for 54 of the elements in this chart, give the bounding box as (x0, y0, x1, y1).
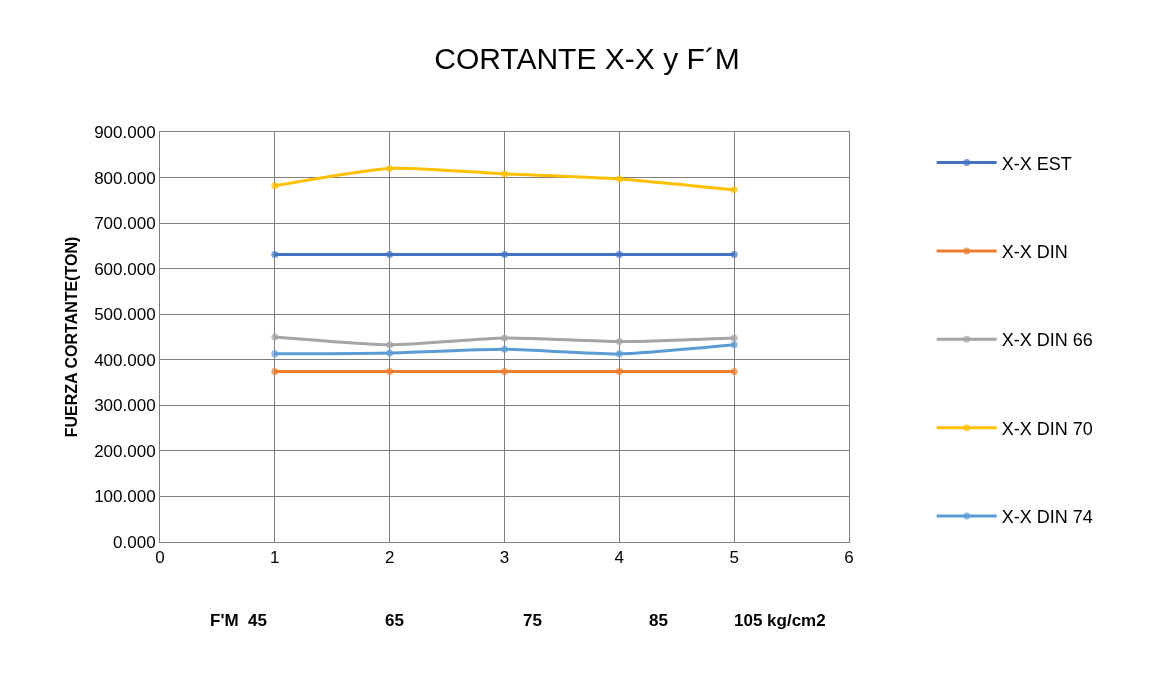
x-tick-label: 0 (155, 548, 165, 568)
point (501, 345, 508, 353)
y-tick-label: 900.000 (94, 122, 156, 142)
point (386, 251, 394, 259)
point (386, 349, 394, 357)
point (501, 334, 508, 342)
x-tick-label: 1 (270, 548, 280, 568)
y-tick-label: 400.000 (94, 350, 156, 370)
y-tick-label: 0.000 (113, 532, 156, 552)
legend-label: X-X EST (1001, 153, 1072, 174)
point (271, 350, 279, 358)
text: 85 (649, 611, 668, 630)
point (271, 182, 279, 190)
point (501, 251, 508, 259)
y-tick-label: 300.000 (94, 396, 156, 416)
x-tick-label: 2 (384, 548, 395, 568)
point (730, 341, 738, 349)
point (615, 175, 623, 183)
chart-title: CORTANTE X-X y F´M (434, 42, 740, 76)
point (615, 368, 623, 376)
point (730, 186, 738, 194)
y-tick-label: 500.000 (94, 305, 156, 325)
point (501, 170, 508, 178)
y-tick-label: 600.000 (94, 259, 156, 279)
text: 105 kg/cm2 (734, 611, 826, 630)
y-tick-label: 200.000 (94, 441, 156, 461)
text: F'M 45 (210, 611, 267, 630)
y-tick-label: 800.000 (94, 168, 156, 188)
point (730, 251, 738, 259)
y-axis-title: FUERZA CORTANTE(TON) (63, 236, 81, 438)
point (386, 368, 394, 376)
x-tick-label: 6 (844, 548, 854, 568)
point (271, 368, 279, 376)
point (615, 251, 623, 259)
point (386, 164, 394, 172)
legend-label: X-X DIN 74 (1001, 507, 1093, 528)
point (271, 333, 279, 341)
y-tick-label: 700.000 (94, 214, 156, 234)
legend-label: X-X DIN 66 (1001, 330, 1093, 351)
point (271, 251, 279, 259)
x-tick-label: 5 (729, 548, 739, 568)
x-tick-label: 4 (614, 548, 625, 568)
point (386, 341, 394, 349)
text: 65 (385, 611, 404, 630)
point (730, 368, 738, 376)
point (615, 338, 623, 346)
point (501, 368, 508, 376)
y-tick-label: 100.000 (94, 487, 156, 507)
point (615, 350, 623, 358)
x-tick-label: 3 (499, 548, 510, 568)
point (730, 334, 738, 342)
legend-label: X-X DIN 70 (1001, 418, 1093, 439)
legend-label: X-X DIN (1001, 241, 1068, 262)
text: 75 (523, 611, 542, 630)
